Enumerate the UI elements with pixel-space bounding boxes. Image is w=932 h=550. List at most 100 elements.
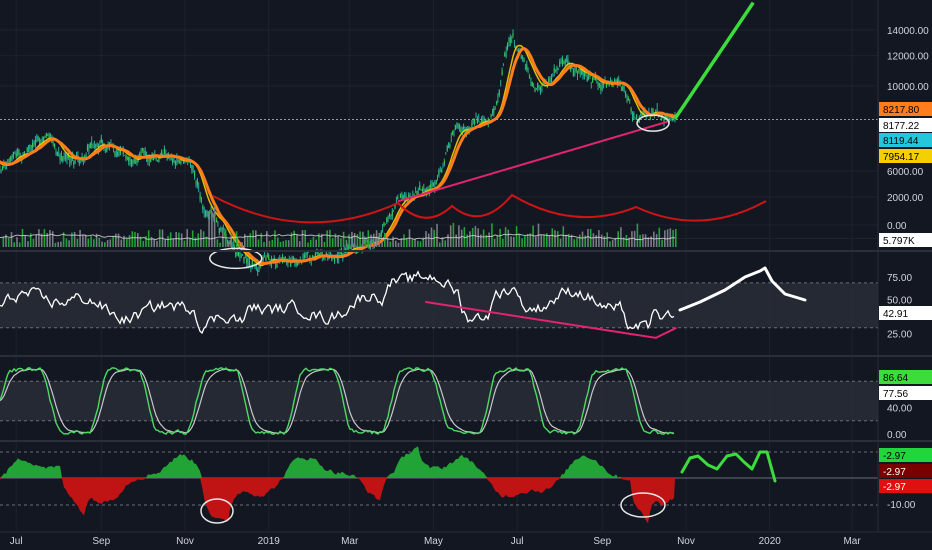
price-badge: 7954.17 [883,152,920,163]
volume-bar [51,231,54,247]
projection-arrow-line[interactable] [673,1,755,120]
volume-bar [274,230,276,247]
time-tick-label[interactable]: 2020 [759,536,782,547]
volume-bar [216,239,219,247]
osc-low-circle-2019[interactable] [620,492,666,518]
volume-bar [425,231,427,247]
oscillator-badge: -2.97 [883,467,906,478]
volume-bar [414,239,416,247]
volume-bar [367,230,370,247]
time-tick-label[interactable]: Nov [677,536,695,547]
volume-bar [455,234,457,247]
volume-bar [554,230,556,247]
volume-bar [109,239,112,247]
volume-bar [532,225,534,247]
support-trend-line[interactable] [397,120,670,203]
oscillator-projection[interactable] [680,450,777,483]
volume-bar [345,239,348,247]
volume-bar [342,231,345,247]
volume-bar [208,212,210,247]
osc-low-circle-2018[interactable] [200,498,234,524]
volume-bar [296,234,298,247]
time-tick-label[interactable]: Sep [593,536,611,547]
volume-bar [211,211,213,247]
volume-bar [73,232,76,247]
time-tick-label[interactable]: Jul [10,536,23,547]
volume-bar [244,234,246,247]
volume-badge: 5.797K [883,236,915,247]
volume-bar [595,235,597,247]
low-circle-2019[interactable] [636,114,670,132]
pane-separators[interactable] [0,0,932,533]
volume-bar [24,235,26,247]
volume-bar [282,241,285,247]
volume-bar [655,234,658,247]
volume-bar [7,238,10,247]
volume-bar [482,229,485,247]
time-tick-label[interactable]: Mar [843,536,861,547]
volume-bar [235,231,238,247]
price-pane[interactable] [0,1,878,276]
volume-bar [95,233,98,247]
price-axis[interactable]: 14000.0012000.0010000.006000.004000.0020… [887,26,929,511]
stochastic-d-line [0,368,675,434]
rsi-projection[interactable] [678,266,807,312]
volume-bar [587,228,589,247]
volume-bar [200,229,202,247]
time-tick-label[interactable]: Jul [511,536,524,547]
volume-bar [606,232,608,247]
volume-bar [112,236,114,247]
time-tick-label[interactable]: Nov [176,536,194,547]
low-circle-2018[interactable] [209,247,263,270]
volume-bar [647,237,650,247]
price-badge-bg [879,102,932,116]
volume-bar [79,230,81,247]
price-tick-label: 10000.00 [887,82,929,93]
volume-bar [573,239,575,247]
volume-bar [628,237,630,247]
volume-bar [444,240,446,247]
volume-bar [419,241,422,247]
volume-bar [224,229,227,247]
volume-bar [145,236,147,247]
stochastic-d-badge: 77.56 [883,389,908,400]
volume-bar [488,232,490,247]
volume-bar [521,238,523,247]
volume-bar [205,236,208,247]
volume-bar [411,239,414,247]
volume-bar [644,234,647,247]
volume-bar [672,229,674,247]
volume-bar [271,239,274,247]
volume-bar [449,225,452,247]
rsi-trend-line[interactable] [425,300,677,339]
volume-bar [35,234,37,247]
volume-bar [471,228,474,247]
time-tick-label[interactable]: Sep [92,536,110,547]
volume-bar [389,241,392,247]
volume-bar [567,233,570,247]
volume-bar [493,238,496,247]
volume-bar [117,233,120,247]
time-tick-label[interactable]: May [424,536,443,547]
volume-bar [230,233,232,247]
volume-bar [252,230,254,247]
volume-bar [134,231,136,247]
time-tick-label[interactable]: 2019 [258,536,281,547]
volume-bar [540,234,543,247]
volume-bar [279,241,282,247]
oscillator-pane[interactable] [0,446,878,524]
time-tick-label[interactable]: Mar [341,536,359,547]
volume-bar [65,238,68,247]
volume-cycle-arcs[interactable] [212,193,767,224]
oscillator-positive-area [0,446,675,478]
volume-bar [139,236,142,247]
volume-bar [329,229,331,247]
stochastic-pane[interactable] [0,367,878,435]
volume-bar [477,228,479,247]
time-axis[interactable]: Jul Sep Nov 2019 Mar May Jul Sep Nov 2020 Mar [10,536,862,547]
volume-bar [447,234,449,247]
volume-bar [57,241,59,247]
volume-bar [62,232,65,247]
rsi-pane[interactable] [0,266,878,339]
